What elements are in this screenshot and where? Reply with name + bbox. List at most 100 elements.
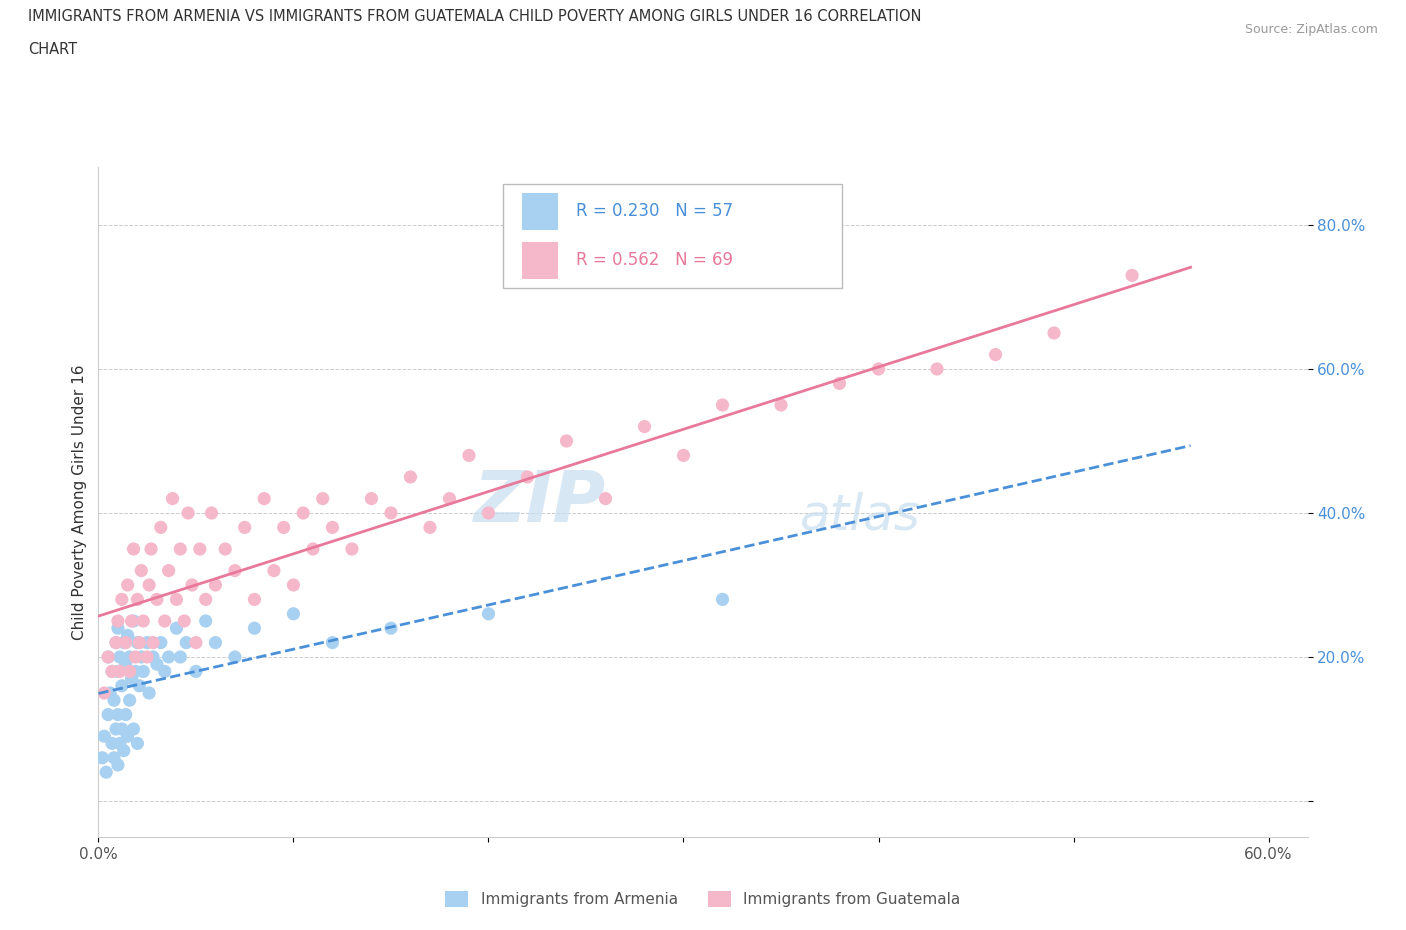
- Text: R = 0.230   N = 57: R = 0.230 N = 57: [576, 202, 733, 220]
- Point: [121, 671, 143, 686]
- Point: [103, 693, 125, 708]
- Point: [118, 649, 141, 664]
- Point: [984, 347, 1007, 362]
- Point: [122, 541, 145, 556]
- Point: [103, 751, 125, 765]
- Point: [214, 541, 236, 556]
- Point: [224, 564, 246, 578]
- Point: [233, 520, 256, 535]
- Point: [633, 419, 655, 434]
- Point: [117, 628, 139, 643]
- Point: [111, 678, 134, 693]
- Point: [132, 664, 155, 679]
- Point: [124, 649, 146, 664]
- Point: [204, 635, 226, 650]
- Point: [149, 520, 172, 535]
- Point: [174, 635, 197, 650]
- Point: [555, 433, 578, 448]
- Point: [136, 649, 159, 664]
- Point: [165, 620, 187, 635]
- Point: [146, 657, 169, 671]
- Point: [181, 578, 204, 592]
- Point: [139, 541, 162, 556]
- Point: [194, 614, 217, 629]
- Point: [283, 578, 305, 592]
- Bar: [522, 242, 558, 279]
- Point: [121, 614, 143, 629]
- Point: [117, 578, 139, 592]
- Text: R = 0.562   N = 69: R = 0.562 N = 69: [576, 251, 733, 269]
- Point: [769, 397, 792, 412]
- Point: [124, 664, 146, 679]
- Point: [118, 693, 141, 708]
- Point: [399, 470, 422, 485]
- FancyBboxPatch shape: [503, 184, 842, 288]
- Point: [273, 520, 295, 535]
- Point: [380, 620, 402, 635]
- Point: [104, 722, 127, 737]
- Point: [184, 664, 207, 679]
- Point: [142, 649, 165, 664]
- Point: [104, 635, 127, 650]
- Point: [711, 397, 734, 412]
- Point: [108, 649, 131, 664]
- Text: Source: ZipAtlas.com: Source: ZipAtlas.com: [1244, 23, 1378, 36]
- Point: [188, 541, 211, 556]
- Point: [122, 722, 145, 737]
- Point: [98, 685, 121, 700]
- Point: [477, 506, 499, 521]
- Point: [925, 362, 948, 377]
- Point: [114, 635, 136, 650]
- Point: [340, 541, 363, 556]
- Point: [93, 729, 115, 744]
- Point: [224, 649, 246, 664]
- Point: [595, 491, 617, 506]
- Point: [108, 664, 131, 679]
- Point: [162, 491, 184, 506]
- Text: IMMIGRANTS FROM ARMENIA VS IMMIGRANTS FROM GUATEMALA CHILD POVERTY AMONG GIRLS U: IMMIGRANTS FROM ARMENIA VS IMMIGRANTS FR…: [28, 9, 921, 24]
- Point: [157, 649, 180, 664]
- Point: [360, 491, 382, 506]
- Point: [153, 614, 176, 629]
- Point: [173, 614, 195, 629]
- Point: [283, 606, 305, 621]
- Point: [1121, 268, 1143, 283]
- Point: [138, 578, 160, 592]
- Point: [114, 657, 136, 671]
- Point: [243, 592, 266, 607]
- Point: [97, 707, 120, 722]
- Point: [263, 564, 285, 578]
- Point: [107, 620, 129, 635]
- Point: [157, 564, 180, 578]
- Point: [128, 635, 150, 650]
- Point: [97, 649, 120, 664]
- Bar: [522, 193, 558, 230]
- Point: [127, 635, 149, 650]
- Point: [104, 635, 127, 650]
- Point: [184, 635, 207, 650]
- Point: [132, 614, 155, 629]
- Point: [153, 664, 176, 679]
- Point: [253, 491, 276, 506]
- Y-axis label: Child Poverty Among Girls Under 16: Child Poverty Among Girls Under 16: [72, 365, 87, 640]
- Point: [101, 736, 124, 751]
- Point: [711, 592, 734, 607]
- Point: [419, 520, 441, 535]
- Point: [136, 635, 159, 650]
- Text: atlas: atlas: [800, 492, 921, 539]
- Point: [243, 620, 266, 635]
- Point: [111, 722, 134, 737]
- Point: [458, 448, 481, 463]
- Point: [177, 506, 200, 521]
- Point: [107, 614, 129, 629]
- Point: [112, 743, 135, 758]
- Point: [200, 506, 222, 521]
- Point: [131, 649, 153, 664]
- Point: [114, 707, 136, 722]
- Point: [131, 564, 153, 578]
- Point: [169, 541, 191, 556]
- Point: [112, 635, 135, 650]
- Point: [672, 448, 695, 463]
- Point: [204, 578, 226, 592]
- Text: CHART: CHART: [28, 42, 77, 57]
